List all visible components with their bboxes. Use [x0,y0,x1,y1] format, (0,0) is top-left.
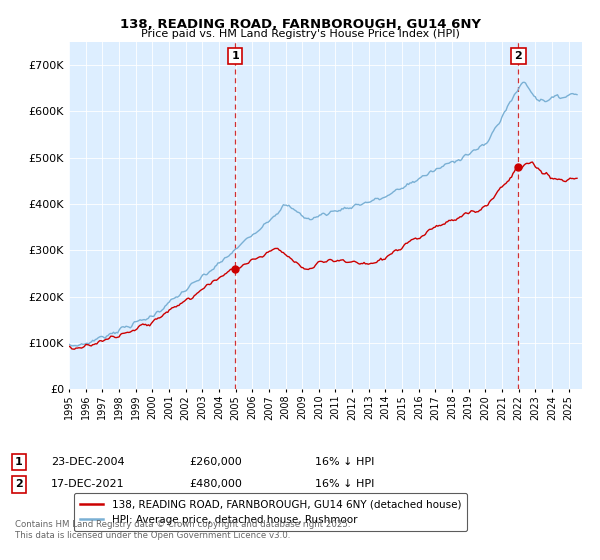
Legend: 138, READING ROAD, FARNBOROUGH, GU14 6NY (detached house), HPI: Average price, d: 138, READING ROAD, FARNBOROUGH, GU14 6NY… [74,493,467,531]
Text: £260,000: £260,000 [189,457,242,467]
Text: 16% ↓ HPI: 16% ↓ HPI [315,457,374,467]
Text: 17-DEC-2021: 17-DEC-2021 [51,479,125,489]
Text: 2: 2 [15,479,23,489]
Text: Contains HM Land Registry data © Crown copyright and database right 2025.
This d: Contains HM Land Registry data © Crown c… [15,520,350,540]
Text: Price paid vs. HM Land Registry's House Price Index (HPI): Price paid vs. HM Land Registry's House … [140,29,460,39]
Text: 1: 1 [15,457,23,467]
Text: 2: 2 [514,51,522,61]
Text: £480,000: £480,000 [189,479,242,489]
Text: 16% ↓ HPI: 16% ↓ HPI [315,479,374,489]
Text: 23-DEC-2004: 23-DEC-2004 [51,457,125,467]
Text: 1: 1 [232,51,239,61]
Text: 138, READING ROAD, FARNBOROUGH, GU14 6NY: 138, READING ROAD, FARNBOROUGH, GU14 6NY [119,18,481,31]
